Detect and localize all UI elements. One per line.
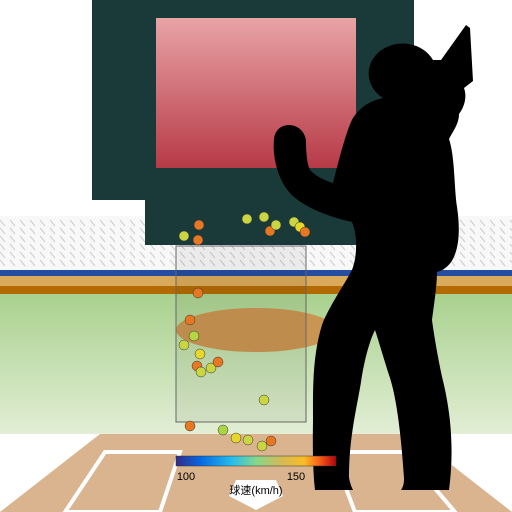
pitch-point [193,288,203,298]
pitch-point [231,433,241,443]
colorbar-label: 球速(km/h) [229,483,282,497]
pitch-point [179,231,189,241]
pitch-point [185,421,195,431]
pitch-point [185,315,195,325]
pitch-point [189,331,199,341]
pitch-point [257,441,267,451]
pitch-point [259,395,269,405]
pitch-point [196,367,206,377]
pitch-point [300,227,310,237]
pitch-point [194,220,204,230]
scoreboard-screen [156,18,356,168]
pitch-point [259,212,269,222]
pitch-point [193,235,203,245]
pitch-point [218,425,228,435]
pitch-point [195,349,205,359]
pitch-point [271,220,281,230]
colorbar-tick-150: 150 [287,471,305,483]
pitch-point [266,436,276,446]
pitch-point [213,357,223,367]
pitch-location-chart: 100 150 球速(km/h) [0,0,512,512]
pitch-point [179,340,189,350]
colorbar [176,456,336,466]
pitch-point [243,435,253,445]
colorbar-tick-100: 100 [177,471,195,483]
pitch-point [242,214,252,224]
